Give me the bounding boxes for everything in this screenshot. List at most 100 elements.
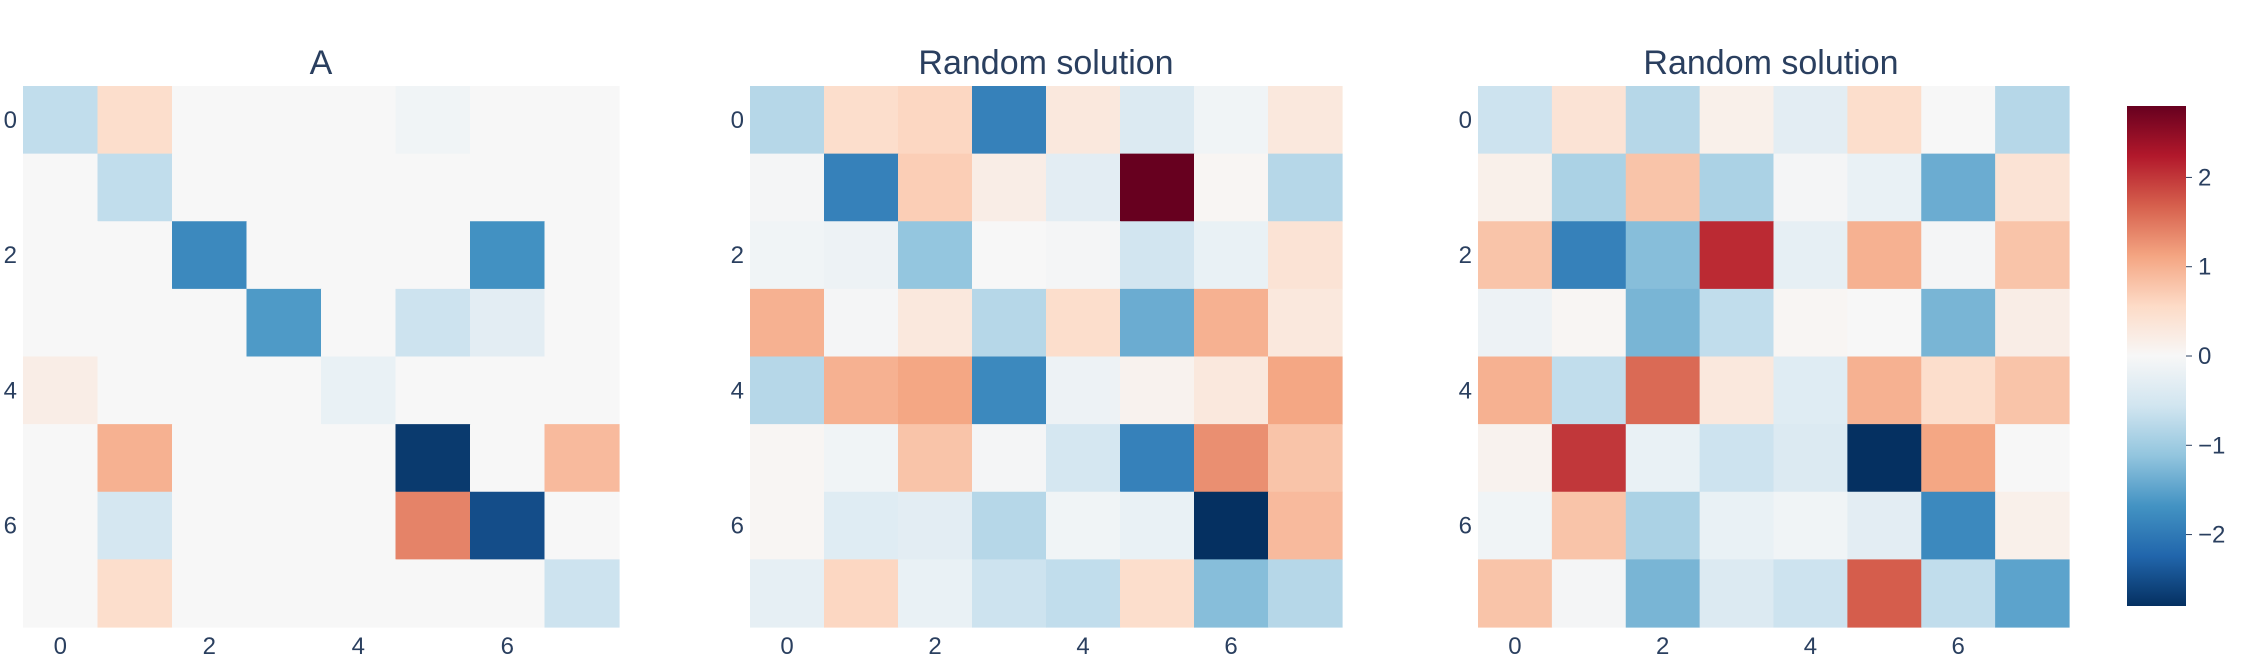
heatmap-cell — [246, 86, 322, 155]
heatmap-cell — [544, 356, 620, 425]
x-tick-label: 4 — [1076, 633, 1089, 655]
heatmap-cell — [470, 356, 546, 425]
heatmap-cell — [1625, 153, 1701, 222]
heatmap-cell — [544, 153, 620, 222]
heatmap-cell — [1478, 424, 1553, 493]
heatmap-cell — [1921, 221, 1996, 290]
heatmap-cell — [1847, 288, 1922, 358]
heatmap-cell — [246, 153, 322, 222]
heatmap-cell — [972, 86, 1047, 155]
heatmap-cell — [23, 491, 99, 560]
heatmap-cell — [1046, 491, 1121, 560]
heatmap-cell — [1120, 86, 1195, 155]
heatmap-cell — [1268, 491, 1343, 560]
heatmap-cell — [1551, 288, 1627, 358]
heatmap-cell — [395, 153, 471, 222]
heatmap-cell — [1847, 153, 1922, 222]
x-tick-label: 4 — [352, 633, 365, 655]
heatmap-cell — [1995, 424, 2070, 493]
heatmap-cell — [172, 559, 248, 628]
heatmap-cell — [470, 221, 546, 290]
heatmap-cell — [1478, 491, 1553, 560]
heatmap-cell — [544, 559, 620, 628]
heatmap-cell — [1268, 424, 1343, 493]
heatmap-cell — [824, 424, 899, 493]
heatmap-cell — [1995, 491, 2070, 560]
heatmap-cell — [1120, 288, 1195, 358]
x-tick-label: 0 — [1508, 633, 1521, 655]
heatmap-cell — [972, 221, 1047, 290]
heatmap-panel-random-solution-1: Random solution 0 2 4 6 0 2 4 6 — [731, 44, 1343, 655]
heatmap-cell — [1478, 86, 1553, 155]
x-tick-label: 2 — [203, 633, 216, 655]
heatmap-cell — [1847, 356, 1922, 425]
x-tick-label: 2 — [1656, 633, 1669, 655]
heatmap-cell — [1046, 356, 1121, 425]
heatmap-cell — [97, 559, 173, 628]
heatmap-cell — [395, 424, 471, 493]
heatmap-cell — [1921, 153, 1996, 222]
heatmap-cell — [1773, 86, 1848, 155]
heatmap-cell — [172, 491, 248, 560]
heatmap-cell — [824, 86, 899, 155]
heatmap-cell — [544, 288, 620, 358]
heatmap-cell — [1995, 356, 2070, 425]
heatmap-cell — [1625, 221, 1701, 290]
heatmap-cell — [1773, 356, 1848, 425]
heatmap-cell — [246, 559, 322, 628]
heatmap-cell — [321, 153, 397, 222]
heatmap-cell — [1120, 153, 1195, 222]
heatmap-cell — [1625, 86, 1701, 155]
heatmap-cell — [23, 424, 99, 493]
heatmap-cell — [1921, 356, 1996, 425]
heatmap-cell — [172, 288, 248, 358]
heatmap-cell — [1995, 86, 2070, 155]
heatmap-cell — [1194, 491, 1269, 560]
heatmap-cell — [1995, 153, 2070, 222]
heatmap-cell — [470, 86, 546, 155]
heatmap-cell — [172, 356, 248, 425]
heatmap-cell — [23, 86, 99, 155]
heatmap-cell — [824, 153, 899, 222]
heatmap-cell — [1268, 153, 1343, 222]
heatmap-cell — [23, 153, 99, 222]
heatmap-cell — [395, 356, 471, 425]
heatmap-cell — [321, 86, 397, 155]
heatmap-cell — [1120, 491, 1195, 560]
heatmap-cell — [23, 221, 99, 290]
heatmap-cell — [544, 491, 620, 560]
heatmap-cell — [1995, 221, 2070, 290]
heatmap-cell — [1921, 424, 1996, 493]
heatmap-cell — [1699, 559, 1775, 628]
y-tick-label: 2 — [4, 242, 17, 269]
x-tick-label: 0 — [780, 633, 793, 655]
heatmap-cell — [1120, 559, 1195, 628]
heatmap-cell — [750, 288, 825, 358]
heatmap-cell — [246, 356, 322, 425]
heatmap-cell — [1478, 221, 1553, 290]
heatmap-cell — [246, 491, 322, 560]
heatmap-cell — [544, 86, 620, 155]
heatmap-cell — [1625, 559, 1701, 628]
heatmap-cell — [1551, 491, 1627, 560]
heatmap-cell — [1625, 491, 1701, 560]
heatmap-cell — [1268, 221, 1343, 290]
colorbar-tick-label: −1 — [2198, 432, 2225, 459]
heatmap-cell — [97, 86, 173, 155]
heatmap-cell — [1551, 153, 1627, 222]
y-tick-label: 0 — [1459, 107, 1472, 134]
heatmap-cell — [750, 424, 825, 493]
panel-title: Random solution — [918, 44, 1173, 82]
heatmap-cell — [321, 424, 397, 493]
heatmap-cell — [321, 221, 397, 290]
heatmap-cell — [97, 356, 173, 425]
heatmap-cell — [1120, 356, 1195, 425]
heatmap-cell — [1551, 356, 1627, 425]
heatmap-cell — [172, 86, 248, 155]
heatmap-cell — [1847, 559, 1922, 628]
heatmap-cell — [246, 288, 322, 358]
heatmap-cell — [972, 491, 1047, 560]
heatmap-cell — [1699, 221, 1775, 290]
heatmap-cell — [1268, 356, 1343, 425]
